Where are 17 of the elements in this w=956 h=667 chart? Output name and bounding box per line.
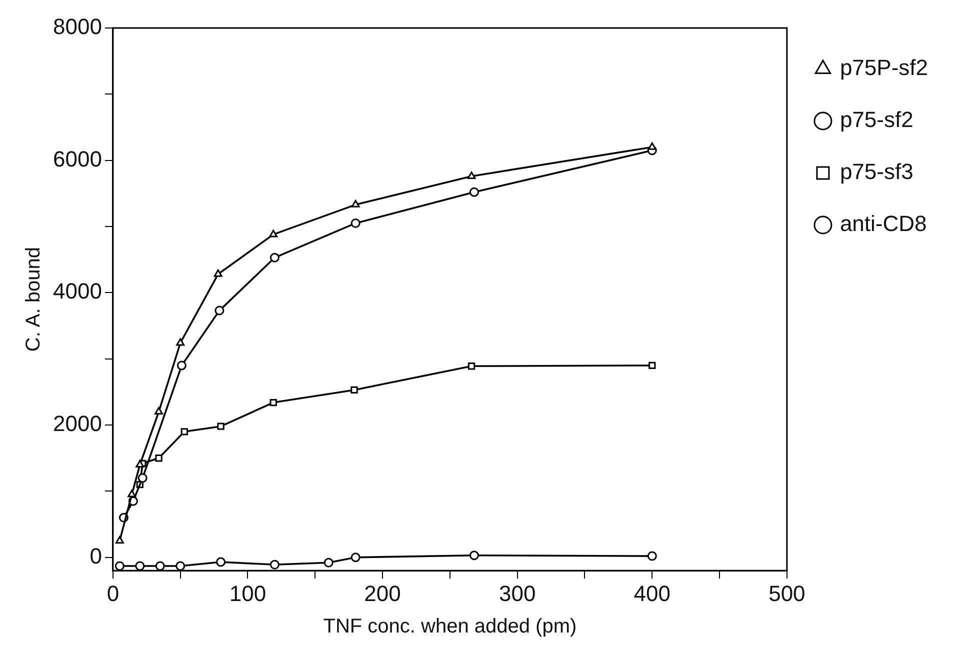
legend-label: anti-CD8: [840, 211, 927, 236]
x-tick-label: 200: [364, 580, 401, 606]
y-tick-label: 4000: [52, 278, 102, 304]
x-tick-label: 100: [229, 580, 266, 606]
x-tick-label: 400: [634, 580, 671, 606]
legend-label: p75P-sf2: [840, 55, 928, 80]
y-axis-title: C. A. bound: [22, 247, 45, 352]
y-tick-label: 2000: [52, 411, 102, 436]
x-tick-label: 500: [768, 580, 806, 606]
legend-label: p75-sf3: [840, 159, 914, 184]
y-tick-label: 8000: [52, 14, 102, 40]
y-tick-label: 6000: [52, 146, 102, 172]
x-tick-label: 0: [106, 580, 120, 606]
legend-label: p75-sf2: [840, 107, 914, 132]
y-tick-label: 0: [90, 543, 102, 568]
x-axis-title: TNF conc. when added (pm): [323, 616, 577, 638]
x-tick-label: 300: [498, 580, 536, 606]
